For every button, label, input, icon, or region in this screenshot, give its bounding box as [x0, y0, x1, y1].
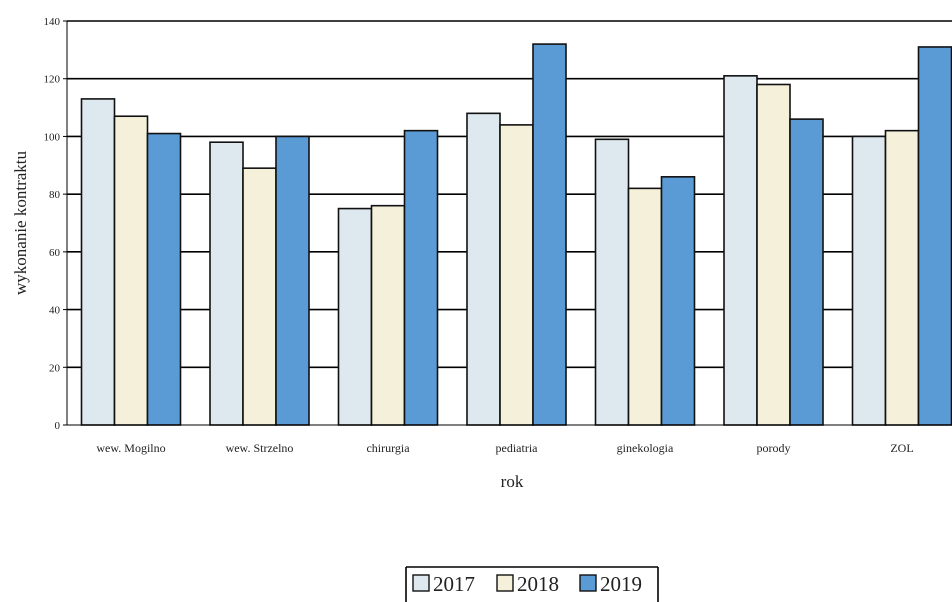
legend-swatch-2018: [496, 574, 514, 592]
legend: 2017 2018 2019: [405, 566, 659, 602]
x-tick-label: wew. Mogilno: [96, 441, 165, 455]
bar-2019-2: [403, 129, 439, 426]
y-tick-labels: 0 20 40 60 80 100 120 140: [44, 16, 67, 432]
bar-2017-6: [851, 135, 887, 426]
bar-2017-0: [80, 98, 116, 426]
bar-2018-5: [756, 83, 791, 426]
bar-2017-4: [594, 138, 630, 426]
bar-2018-1: [242, 167, 277, 426]
bar-2019-5: [789, 118, 824, 426]
bar-2019-6: [917, 46, 952, 426]
bar-2018-4: [627, 187, 663, 426]
bar-2018-2: [370, 204, 406, 426]
x-tick-label: pediatria: [496, 441, 539, 455]
bar-2018-3: [499, 124, 534, 426]
bar-2018-6: [884, 129, 920, 426]
y-tick-label: 140: [44, 16, 61, 28]
bar-2019-0: [146, 132, 182, 426]
x-tick-label: porody: [757, 441, 791, 455]
x-tick-label: ZOL: [890, 441, 913, 455]
x-tick-label: wew. Strzelno: [226, 441, 294, 455]
y-tick-label: 60: [49, 247, 61, 259]
y-tick-label: 0: [55, 420, 61, 432]
bar-2017-1: [209, 141, 244, 426]
legend-label-2019: 2019: [600, 572, 642, 596]
bar-2017-3: [466, 112, 501, 426]
y-axis-title: wykonanie kontraktu: [11, 151, 30, 295]
bar-2019-3: [532, 43, 567, 426]
legend-label-2017: 2017: [433, 572, 475, 596]
y-tick-label: 120: [44, 74, 61, 86]
bar-2019-1: [275, 135, 310, 426]
x-tick-label: ginekologia: [617, 441, 674, 455]
bar-2019-4: [660, 176, 696, 426]
bar-2017-5: [723, 75, 758, 426]
y-tick-label: 40: [49, 305, 61, 317]
bars: [80, 43, 952, 426]
bar-2018-0: [113, 115, 149, 426]
legend-label-2018: 2018: [517, 572, 559, 596]
legend-swatch-2019: [579, 574, 597, 592]
legend-swatch-2017: [412, 574, 430, 592]
y-tick-label: 80: [49, 189, 61, 201]
x-axis-title: rok: [501, 472, 524, 491]
x-tick-labels: wew. Mogilno wew. Strzelno chirurgia pediat…: [96, 441, 913, 455]
y-tick-label: 100: [44, 131, 61, 143]
y-tick-label: 20: [49, 362, 61, 374]
x-tick-label: chirurgia: [366, 441, 410, 455]
bar-2017-2: [337, 207, 373, 426]
